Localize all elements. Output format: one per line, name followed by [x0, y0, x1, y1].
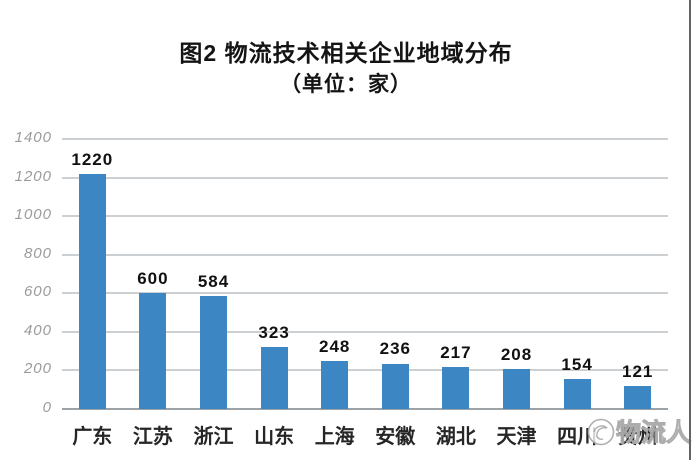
category-label-四川: 四川	[557, 426, 598, 448]
gridline-1200	[62, 176, 668, 179]
y-tick-label-600: 600	[23, 283, 52, 301]
gridline-200	[62, 369, 668, 372]
category-label-上海: 上海	[314, 426, 355, 448]
category-label-贵州: 贵州	[617, 426, 658, 448]
y-tick-label-200: 200	[23, 360, 52, 378]
y-tick-label-1000: 1000	[14, 206, 52, 224]
gridline-1400	[62, 138, 668, 140]
gridline-400	[62, 330, 668, 333]
plot-area: 1220 600 584 323 248 236 217 208 154 121	[62, 138, 668, 410]
category-label-湖北: 湖北	[435, 426, 476, 448]
gridline-800	[62, 253, 668, 256]
y-tick-label-0: 0	[42, 399, 52, 416]
bar-上海	[321, 361, 349, 409]
gridline-600	[62, 292, 668, 295]
watermark-logo-icon	[587, 418, 615, 446]
category-label-广东: 广东	[72, 426, 113, 448]
value-label-上海: 248	[319, 337, 351, 357]
category-label-安徽: 安徽	[375, 426, 416, 448]
value-label-贵州: 121	[622, 361, 654, 381]
right-edge-line	[689, 0, 691, 460]
x-axis-baseline	[62, 408, 668, 410]
bar-天津	[503, 368, 530, 409]
value-label-四川: 154	[561, 355, 593, 375]
category-label-天津: 天津	[496, 426, 537, 448]
bar-湖北	[442, 367, 470, 409]
watermark-text: 物流人	[615, 419, 692, 448]
value-label-湖北: 217	[440, 343, 472, 363]
bar-安徽	[381, 363, 409, 409]
bar-江苏	[139, 293, 167, 409]
y-tick-label-1200: 1200	[14, 167, 52, 185]
value-label-浙江: 584	[197, 272, 230, 292]
x-axis-labels: 广东 江苏 浙江 山东 上海 安徽 湖北 天津 四川 贵州	[62, 420, 668, 450]
bar-四川	[563, 379, 591, 409]
category-label-江苏: 江苏	[132, 426, 173, 448]
bar-山东	[260, 346, 288, 409]
category-label-浙江: 浙江	[193, 426, 234, 448]
category-label-山东: 山东	[254, 426, 295, 448]
y-tick-label-1400: 1400	[14, 129, 52, 146]
y-tick-label-400: 400	[23, 321, 52, 339]
y-tick-label-800: 800	[23, 244, 52, 262]
bar-广东	[78, 173, 106, 409]
chart-title: 图2 物流技术相关企业地域分布	[179, 40, 513, 66]
bar-浙江	[200, 296, 227, 409]
value-label-江苏: 600	[137, 269, 169, 289]
value-label-广东: 1220	[71, 149, 114, 169]
chart-subtitle: （单位：家）	[280, 73, 412, 96]
value-label-山东: 323	[258, 322, 290, 342]
value-label-天津: 208	[500, 344, 533, 364]
watermark: 物流人	[586, 413, 692, 449]
bar-贵州	[624, 385, 652, 409]
gridline-1000	[62, 215, 668, 218]
value-label-安徽: 236	[379, 339, 411, 359]
